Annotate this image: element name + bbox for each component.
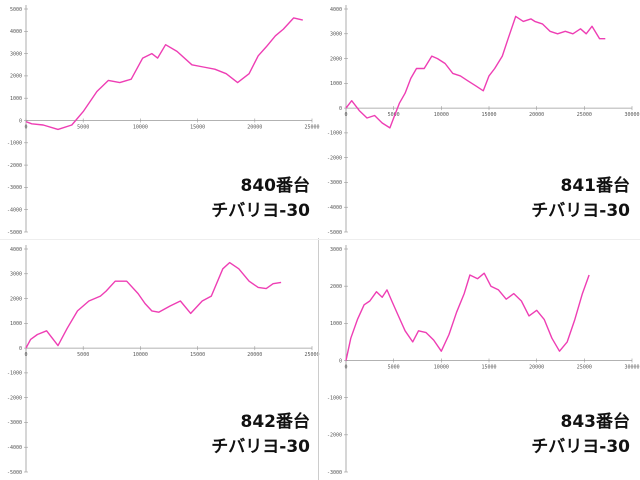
y-tick-label: 2000 <box>10 74 22 80</box>
y-tick-label: 3000 <box>330 32 342 38</box>
y-tick-label: 0 <box>339 358 342 364</box>
y-tick-label: 1000 <box>10 96 22 102</box>
y-tick-label: -1000 <box>7 141 22 147</box>
y-tick-label: 2000 <box>10 296 22 302</box>
data-series-line <box>345 15 606 129</box>
x-tick-label: 10000 <box>434 112 449 118</box>
y-tick-label: 2000 <box>330 56 342 62</box>
y-tick-label: 3000 <box>10 51 22 57</box>
y-tick-label: -2000 <box>7 395 22 401</box>
line-chart-842: 40003000200010000-1000-2000-3000-4000-50… <box>7 245 320 476</box>
model-name-label: チバリヨ-30 <box>531 201 630 221</box>
x-tick-label: 5000 <box>77 352 89 358</box>
y-tick-label: -2000 <box>327 155 342 161</box>
y-tick-label: -4000 <box>7 445 22 451</box>
y-tick-label: -3000 <box>7 185 22 191</box>
x-tick-label: 5000 <box>388 112 400 118</box>
machine-number-label: 843番台 <box>560 412 631 432</box>
model-name-label: チバリヨ-30 <box>531 437 630 457</box>
chart-panel-840: 5000 4000 3000 2000 1000 0 -1000 -2000 -3000 -400… <box>0 0 320 240</box>
x-tick-label: 10000 <box>434 365 449 371</box>
y-tick-label: 3000 <box>330 247 342 253</box>
y-tick-label: -2000 <box>327 433 342 439</box>
chart-panel-843: 3000 2000 1000 0 -1000 -2000 -3000 0 5000 10000 15… <box>320 240 640 480</box>
y-tick-label: 3000 <box>10 272 22 278</box>
chart-annotation: 840番台 チバリヨ-30 <box>211 174 310 224</box>
y-tick-label: 1000 <box>330 81 342 87</box>
data-series-line <box>25 17 303 131</box>
y-tick-label: -1000 <box>7 371 22 377</box>
chart-annotation: 842番台 チバリヨ-30 <box>211 410 310 460</box>
x-tick-label: 0 <box>344 112 347 118</box>
model-name-label: チバリヨ-30 <box>211 201 310 221</box>
y-tick-label: -2000 <box>7 163 22 169</box>
y-tick-label: 0 <box>19 118 22 124</box>
chart-annotation: 841番台 チバリヨ-30 <box>531 174 630 224</box>
y-tick-label: -3000 <box>7 420 22 426</box>
x-tick-label: 15000 <box>481 365 496 371</box>
line-chart-840: 500040003000200010000-1000-2000-3000-400… <box>7 5 320 236</box>
y-tick-label: 2000 <box>330 284 342 290</box>
y-tick-label: -5000 <box>7 470 22 476</box>
x-tick-label: 15000 <box>190 125 205 131</box>
y-tick-label: 4000 <box>10 247 22 253</box>
y-tick-label: -3000 <box>327 470 342 476</box>
x-tick-label: 25000 <box>577 365 592 371</box>
x-tick-label: 25000 <box>304 352 319 358</box>
data-series-line <box>345 272 590 361</box>
x-tick-label: 5000 <box>388 365 400 371</box>
y-tick-label: 4000 <box>330 7 342 13</box>
x-tick-label: 15000 <box>190 352 205 358</box>
y-tick-label: -4000 <box>7 208 22 214</box>
data-series-line <box>25 261 282 349</box>
x-tick-label: 0 <box>24 125 27 131</box>
x-tick-label: 20000 <box>529 365 544 371</box>
chart-panel-841: 4000 3000 2000 1000 0 -1000 -2000 -3000 -4000 -50… <box>320 0 640 240</box>
x-tick-label: 30000 <box>624 112 639 118</box>
panel-divider-horizontal <box>0 239 640 240</box>
machine-number-label: 840番台 <box>240 176 311 196</box>
chart-annotation: 843番台 チバリヨ-30 <box>531 410 630 460</box>
y-tick-label: 0 <box>339 106 342 112</box>
x-tick-label: 20000 <box>247 352 262 358</box>
x-tick-label: 15000 <box>481 112 496 118</box>
y-tick-label: -4000 <box>327 205 342 211</box>
y-tick-label: 0 <box>19 346 22 352</box>
machine-number-label: 842番台 <box>240 412 311 432</box>
x-tick-label: 0 <box>344 365 347 371</box>
x-tick-label: 20000 <box>247 125 262 131</box>
y-tick-label: -1000 <box>327 131 342 137</box>
machine-number-label: 841番台 <box>560 176 631 196</box>
panel-divider-vertical <box>318 238 319 480</box>
model-name-label: チバリヨ-30 <box>211 437 310 457</box>
y-tick-label: 1000 <box>10 321 22 327</box>
x-tick-label: 10000 <box>133 352 148 358</box>
y-tick-label: 4000 <box>10 29 22 35</box>
y-tick-label: 5000 <box>10 7 22 13</box>
x-tick-label: 10000 <box>133 125 148 131</box>
x-tick-label: 30000 <box>624 365 639 371</box>
y-tick-label: -5000 <box>327 230 342 236</box>
y-tick-label: -3000 <box>327 180 342 186</box>
x-tick-label: 25000 <box>304 125 319 131</box>
y-tick-label: -5000 <box>7 230 22 236</box>
y-tick-label: -1000 <box>327 395 342 401</box>
y-tick-label: 1000 <box>330 321 342 327</box>
line-chart-841: 40003000200010000-1000-2000-3000-4000-50… <box>327 5 640 236</box>
x-tick-label: 0 <box>24 352 27 358</box>
chart-panel-842: 4000 3000 2000 1000 0 -1000 -2000 -3000 -4000 -50… <box>0 240 320 480</box>
x-tick-label: 5000 <box>77 125 89 131</box>
x-tick-label: 20000 <box>529 112 544 118</box>
x-tick-label: 25000 <box>577 112 592 118</box>
